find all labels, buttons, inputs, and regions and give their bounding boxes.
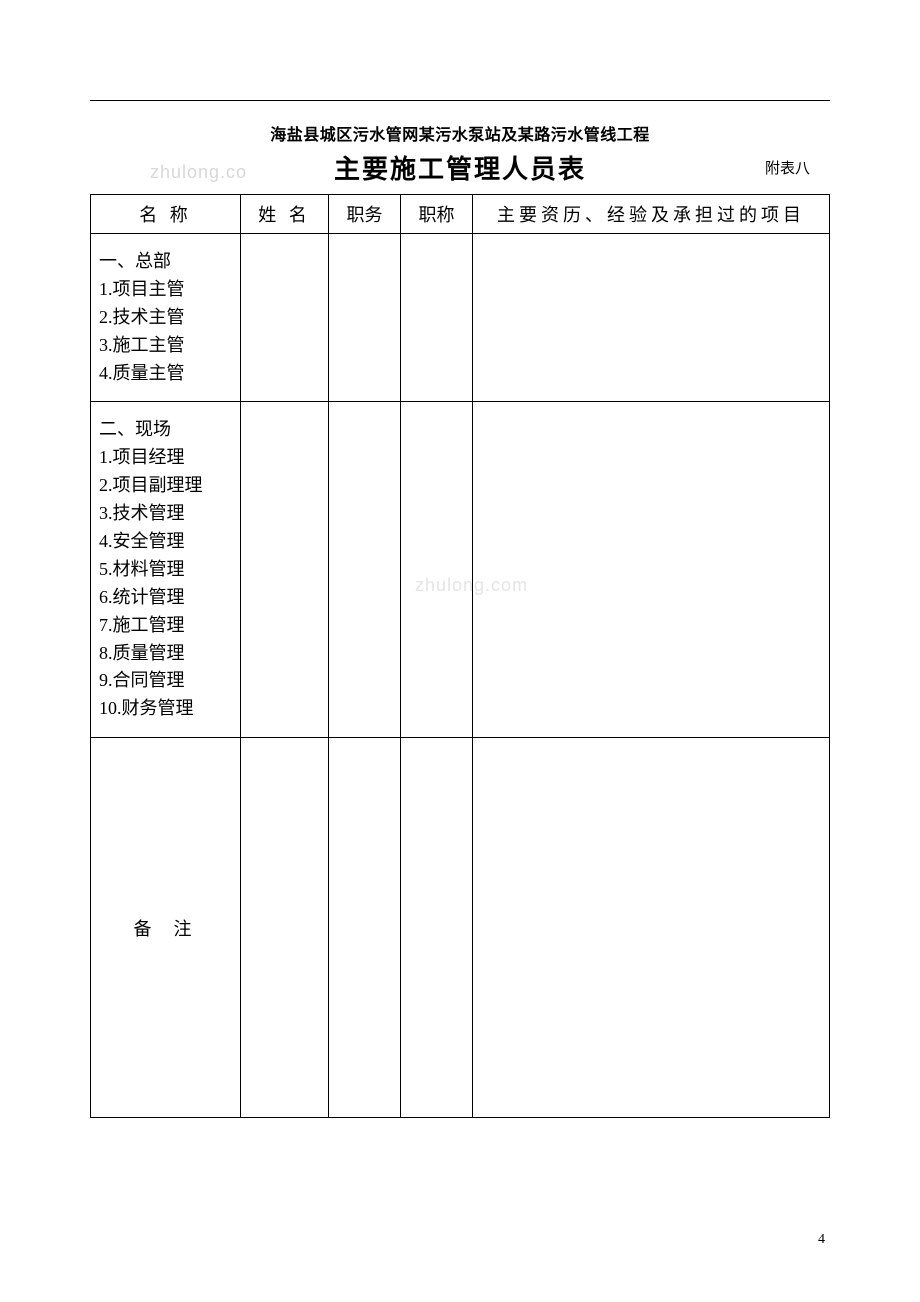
empty-cell — [241, 234, 329, 402]
empty-cell — [241, 738, 329, 1118]
section-1-item: 1.项目主管 — [99, 276, 232, 304]
col-header-xingming: 姓 名 — [241, 195, 329, 234]
document-title: 主要施工管理人员表 — [334, 149, 586, 186]
section-1-header: 一、总部 — [99, 248, 232, 276]
section-2-cell: 二、现场 1.项目经理 2.项目副理理 3.技术管理 4.安全管理 5.材料管理… — [91, 402, 241, 738]
col-header-name: 名 称 — [91, 195, 241, 234]
empty-cell — [329, 738, 401, 1118]
section-1-item: 3.施工主管 — [99, 332, 232, 360]
section-1-row: 一、总部 1.项目主管 2.技术主管 3.施工主管 4.质量主管 — [91, 234, 830, 402]
section-1-cell: 一、总部 1.项目主管 2.技术主管 3.施工主管 4.质量主管 — [91, 234, 241, 402]
section-2-item: 5.材料管理 — [99, 556, 232, 584]
section-1-item: 4.质量主管 — [99, 360, 232, 388]
empty-cell — [329, 402, 401, 738]
section-1-item: 2.技术主管 — [99, 304, 232, 332]
remark-label: 备注 — [91, 738, 241, 1118]
empty-cell — [401, 234, 473, 402]
document-subtitle: 海盐县城区污水管网某污水泵站及某路污水管线工程 — [90, 121, 830, 145]
page-number: 4 — [818, 1232, 825, 1248]
empty-cell — [401, 402, 473, 738]
empty-cell — [401, 738, 473, 1118]
section-2-item: 8.质量管理 — [99, 640, 232, 668]
empty-cell — [473, 234, 830, 402]
empty-cell — [473, 402, 830, 738]
remark-row: 备注 — [91, 738, 830, 1118]
col-header-desc: 主要资历、经验及承担过的项目 — [473, 195, 830, 234]
col-header-zhiwu: 职务 — [329, 195, 401, 234]
section-2-item: 9.合同管理 — [99, 667, 232, 695]
table-header-row: 名 称 姓 名 职务 职称 主要资历、经验及承担过的项目 — [91, 195, 830, 234]
section-2-row: 二、现场 1.项目经理 2.项目副理理 3.技术管理 4.安全管理 5.材料管理… — [91, 402, 830, 738]
section-2-item: 6.统计管理 — [99, 584, 232, 612]
section-2-header: 二、现场 — [99, 416, 232, 444]
section-2-item: 1.项目经理 — [99, 444, 232, 472]
empty-cell — [329, 234, 401, 402]
empty-cell — [473, 738, 830, 1118]
appendix-label: 附表八 — [765, 157, 810, 178]
section-2-item: 2.项目副理理 — [99, 472, 232, 500]
section-2-item: 10.财务管理 — [99, 695, 232, 723]
header-rule — [90, 100, 830, 101]
section-2-item: 3.技术管理 — [99, 500, 232, 528]
section-2-item: 4.安全管理 — [99, 528, 232, 556]
section-2-item: 7.施工管理 — [99, 612, 232, 640]
title-row: 主要施工管理人员表 附表八 — [90, 149, 830, 186]
col-header-zhicheng: 职称 — [401, 195, 473, 234]
empty-cell — [241, 402, 329, 738]
personnel-table: 名 称 姓 名 职务 职称 主要资历、经验及承担过的项目 一、总部 1.项目主管… — [90, 194, 830, 1118]
